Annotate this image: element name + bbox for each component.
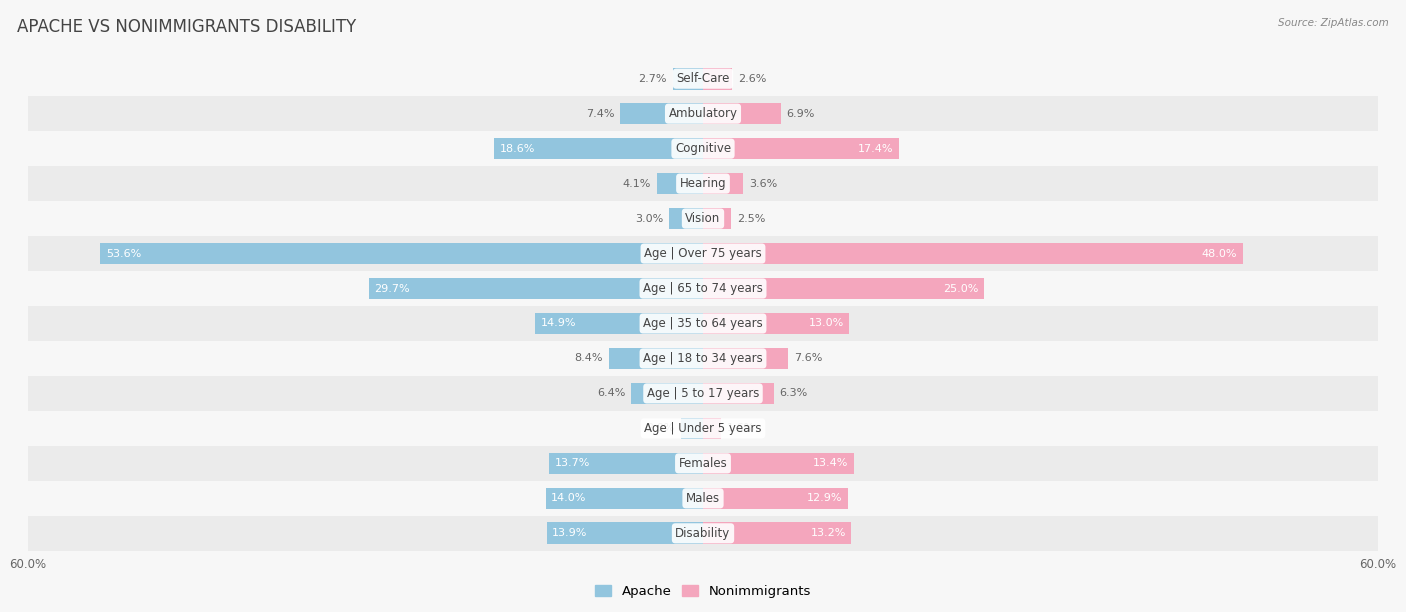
Text: Age | 35 to 64 years: Age | 35 to 64 years — [643, 317, 763, 330]
Text: 3.6%: 3.6% — [749, 179, 778, 188]
Bar — [28, 481, 1378, 516]
Text: APACHE VS NONIMMIGRANTS DISABILITY: APACHE VS NONIMMIGRANTS DISABILITY — [17, 18, 356, 36]
Bar — [28, 271, 1378, 306]
Bar — [28, 236, 1378, 271]
Text: Females: Females — [679, 457, 727, 470]
Bar — [494, 138, 703, 160]
Bar — [703, 173, 744, 195]
Bar — [669, 207, 703, 230]
Bar — [28, 446, 1378, 481]
Text: 18.6%: 18.6% — [499, 144, 534, 154]
Text: 13.7%: 13.7% — [554, 458, 591, 468]
Text: 4.1%: 4.1% — [623, 179, 651, 188]
Bar — [28, 411, 1378, 446]
Bar — [672, 68, 703, 89]
Bar — [28, 166, 1378, 201]
Bar — [703, 138, 898, 160]
Text: 14.9%: 14.9% — [541, 318, 576, 329]
Bar — [703, 68, 733, 89]
Bar — [703, 523, 852, 544]
Bar — [703, 348, 789, 369]
Text: 6.4%: 6.4% — [598, 389, 626, 398]
Text: 7.6%: 7.6% — [794, 354, 823, 364]
Text: 29.7%: 29.7% — [374, 283, 411, 294]
Bar — [631, 382, 703, 405]
Bar — [536, 313, 703, 334]
Bar — [28, 131, 1378, 166]
Text: 6.3%: 6.3% — [779, 389, 807, 398]
Bar — [548, 452, 703, 474]
Text: Source: ZipAtlas.com: Source: ZipAtlas.com — [1278, 18, 1389, 28]
Bar — [28, 376, 1378, 411]
Bar — [28, 61, 1378, 96]
Text: Age | 65 to 74 years: Age | 65 to 74 years — [643, 282, 763, 295]
Text: Age | Under 5 years: Age | Under 5 years — [644, 422, 762, 435]
Bar — [100, 243, 703, 264]
Text: Males: Males — [686, 492, 720, 505]
Bar — [368, 278, 703, 299]
Text: Self-Care: Self-Care — [676, 72, 730, 85]
Text: Age | 18 to 34 years: Age | 18 to 34 years — [643, 352, 763, 365]
Text: 53.6%: 53.6% — [105, 248, 141, 258]
Text: 6.9%: 6.9% — [786, 109, 814, 119]
Text: 8.4%: 8.4% — [575, 354, 603, 364]
Legend: Apache, Nonimmigrants: Apache, Nonimmigrants — [591, 580, 815, 603]
Bar — [703, 313, 849, 334]
Text: 13.9%: 13.9% — [553, 528, 588, 539]
Text: 3.0%: 3.0% — [636, 214, 664, 223]
Bar — [609, 348, 703, 369]
Text: Hearing: Hearing — [679, 177, 727, 190]
Bar — [681, 417, 703, 439]
Bar — [703, 278, 984, 299]
Bar — [703, 417, 721, 439]
Text: 13.4%: 13.4% — [813, 458, 848, 468]
Bar — [703, 488, 848, 509]
Text: 7.4%: 7.4% — [586, 109, 614, 119]
Text: 25.0%: 25.0% — [943, 283, 979, 294]
Bar — [28, 516, 1378, 551]
Text: Ambulatory: Ambulatory — [668, 107, 738, 120]
Bar — [28, 306, 1378, 341]
Bar — [546, 488, 703, 509]
Text: Age | 5 to 17 years: Age | 5 to 17 years — [647, 387, 759, 400]
Text: 2.6%: 2.6% — [738, 73, 766, 84]
Bar — [28, 96, 1378, 131]
Text: 48.0%: 48.0% — [1202, 248, 1237, 258]
Text: Cognitive: Cognitive — [675, 142, 731, 155]
Bar — [703, 103, 780, 124]
Text: 13.2%: 13.2% — [810, 528, 846, 539]
Bar — [547, 523, 703, 544]
Text: 13.0%: 13.0% — [808, 318, 844, 329]
Bar — [703, 243, 1243, 264]
Text: 2.5%: 2.5% — [737, 214, 765, 223]
Text: 2.0%: 2.0% — [647, 424, 675, 433]
Bar — [28, 341, 1378, 376]
Text: 17.4%: 17.4% — [858, 144, 893, 154]
Text: Vision: Vision — [685, 212, 721, 225]
Text: 12.9%: 12.9% — [807, 493, 842, 503]
Bar — [703, 382, 773, 405]
Bar — [620, 103, 703, 124]
Bar — [28, 201, 1378, 236]
Bar — [703, 452, 853, 474]
Text: Disability: Disability — [675, 527, 731, 540]
Bar — [703, 207, 731, 230]
Text: Age | Over 75 years: Age | Over 75 years — [644, 247, 762, 260]
Text: 2.7%: 2.7% — [638, 73, 666, 84]
Text: 1.6%: 1.6% — [727, 424, 755, 433]
Bar — [657, 173, 703, 195]
Text: 14.0%: 14.0% — [551, 493, 586, 503]
